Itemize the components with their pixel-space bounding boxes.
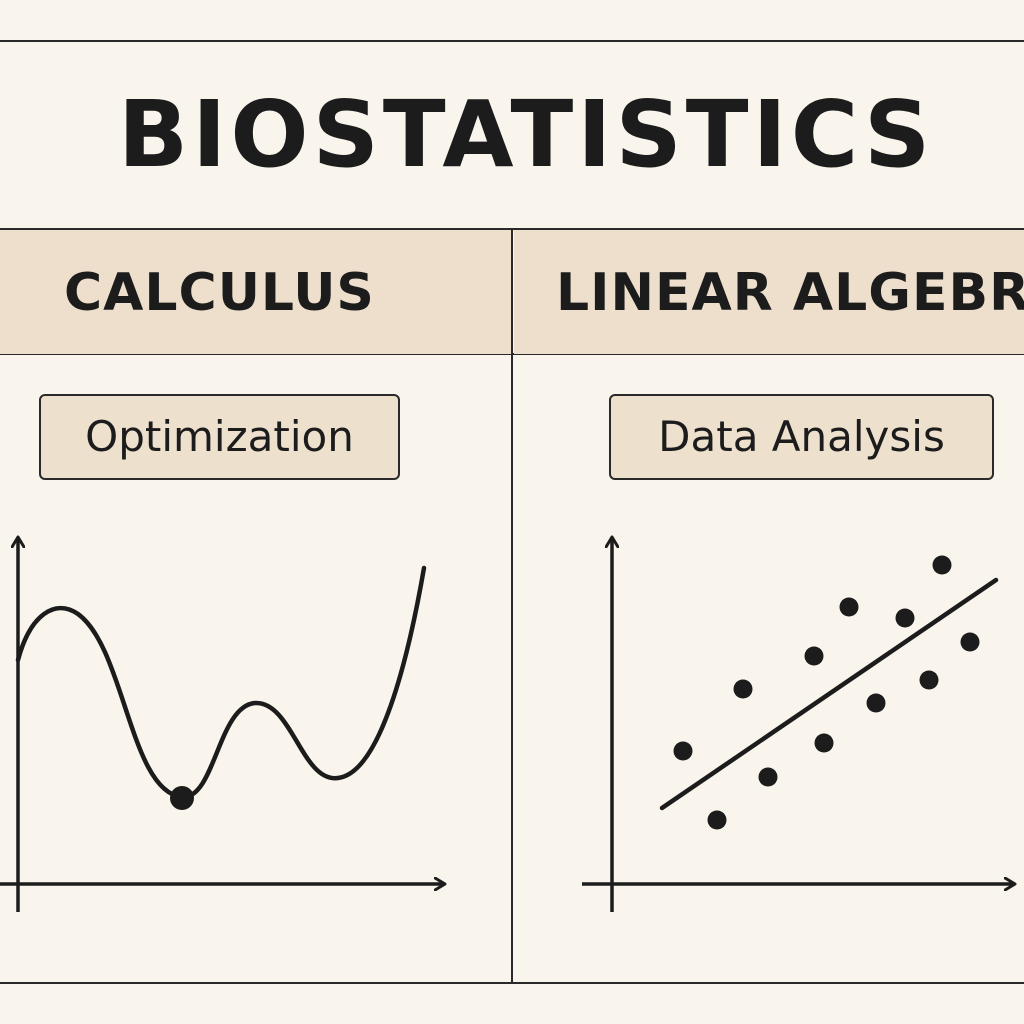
- scatter-point: [673, 741, 693, 761]
- linear-algebra-header: LINEAR ALGEBRA: [556, 263, 1024, 323]
- scatter-point: [733, 679, 753, 699]
- calculus-curve-plot: [0, 520, 512, 912]
- scatter-point: [932, 555, 952, 575]
- top-rule: [0, 40, 1024, 42]
- page-title: BIOSTATISTICS: [118, 81, 935, 188]
- calculus-header-band: [0, 230, 511, 354]
- calculus-function-curve: [15, 565, 427, 800]
- regression-line: [659, 577, 999, 811]
- linear-algebra-scatter-plot: [582, 520, 1024, 912]
- data-analysis-tag: Data Analysis: [609, 394, 994, 480]
- scatter-point: [919, 670, 939, 690]
- scatter-point: [839, 597, 859, 617]
- scatter-point: [707, 810, 727, 830]
- scatter-point: [814, 733, 834, 753]
- column-divider: [511, 228, 513, 984]
- scatter-point: [895, 608, 915, 628]
- scatter-point: [960, 632, 980, 652]
- linear-algebra-header-band: [514, 230, 1024, 354]
- scatter-points: [673, 555, 980, 830]
- scatter-point: [866, 693, 886, 713]
- calculus-header: CALCULUS: [64, 263, 375, 323]
- minimum-point: [170, 786, 194, 810]
- scatter-point: [758, 767, 778, 787]
- scatter-point: [804, 646, 824, 666]
- optimization-tag: Optimization: [39, 394, 400, 480]
